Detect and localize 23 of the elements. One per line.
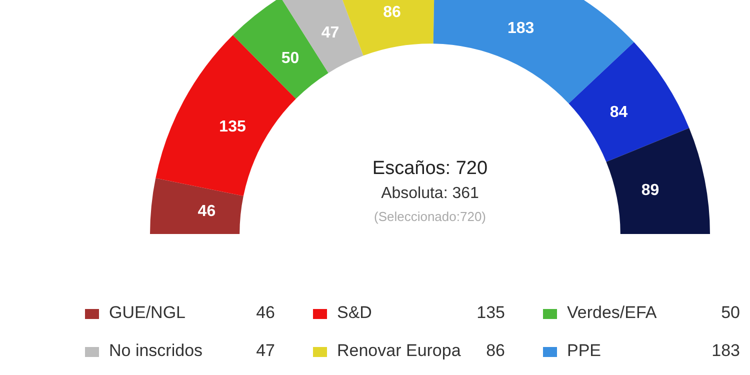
data-label: 183 xyxy=(507,20,534,38)
legend-label: Renovar Europa xyxy=(336,341,461,361)
legend-label: No inscridos xyxy=(108,341,203,361)
text: 46 xyxy=(256,303,275,322)
data-label: 50 xyxy=(281,50,300,67)
data-label: 46 xyxy=(198,202,216,220)
text: 183 xyxy=(712,341,740,360)
text: (Seleccionado:720) xyxy=(372,209,488,224)
text: 50 xyxy=(721,303,740,322)
text: Escaños: 720 xyxy=(371,158,489,180)
data-label: 89 xyxy=(641,182,660,200)
data-label: 135 xyxy=(219,118,246,136)
legend-label: S&D xyxy=(336,303,372,323)
data-label: 47 xyxy=(321,24,340,42)
text: 86 xyxy=(486,341,505,360)
legend-label: PPE xyxy=(566,341,602,361)
data-label: 84 xyxy=(610,104,628,121)
legend-label: Verdes/EFA xyxy=(566,303,657,323)
text: 135 xyxy=(476,303,505,322)
data-label: 86 xyxy=(383,4,401,22)
legend-label: GUE/NGL xyxy=(108,303,186,323)
text: Absoluta: 361 xyxy=(380,185,480,203)
text: 47 xyxy=(256,341,275,360)
